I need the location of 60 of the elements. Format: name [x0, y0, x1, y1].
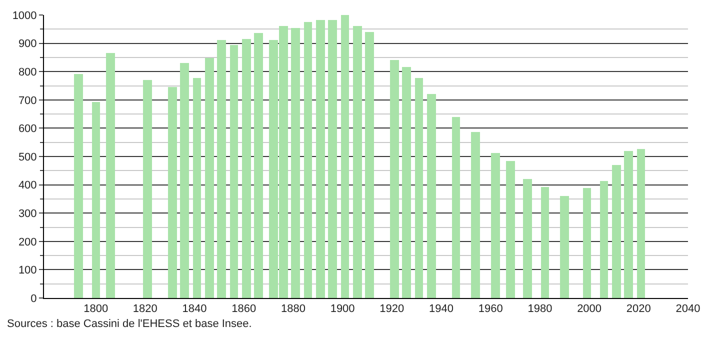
bar: [74, 74, 83, 298]
y-tick-label: 800: [18, 66, 37, 78]
bar: [402, 67, 411, 298]
x-tick-label: 1900: [330, 303, 355, 316]
bar: [254, 33, 263, 298]
bar: [583, 188, 591, 298]
bar: [600, 181, 608, 298]
y-tick-label: 200: [18, 236, 37, 248]
y-tick-label: 1000: [12, 10, 37, 22]
bar: [242, 39, 251, 298]
y-tick-label: 300: [18, 208, 37, 220]
bar: [328, 20, 337, 298]
bar: [415, 78, 423, 298]
x-tick-label: 1820: [132, 303, 158, 316]
bar: [230, 45, 238, 298]
x-tick-label: 2020: [626, 303, 651, 316]
source-note: Sources : base Cassini de l'EHESS et base Insee.: [7, 318, 252, 330]
bar: [168, 87, 177, 298]
bar: [106, 53, 115, 298]
bar: [365, 32, 374, 298]
x-tick-label: 2000: [577, 303, 602, 316]
y-tick-label: 500: [18, 151, 37, 164]
bar: [291, 28, 300, 298]
bar: [491, 153, 500, 298]
bar: [316, 20, 325, 298]
bar: [390, 60, 399, 298]
x-tick-label: 1980: [528, 303, 552, 316]
x-tick-label: 1940: [429, 303, 454, 316]
bar: [624, 151, 633, 298]
bar: [506, 161, 515, 298]
bar: [304, 22, 312, 298]
bar: [523, 179, 532, 298]
bar: [560, 196, 569, 298]
x-tick-label: 1920: [380, 303, 404, 316]
bar: [143, 80, 152, 298]
y-tick-label: 900: [18, 38, 37, 50]
bar: [92, 102, 100, 298]
bar: [180, 63, 189, 298]
y-tick-label: 0: [30, 292, 37, 305]
bar: [637, 149, 645, 298]
bar: [205, 58, 214, 298]
x-tick-label: 1860: [232, 303, 256, 316]
x-tick-label: 1960: [478, 303, 503, 316]
y-tick-label: 700: [18, 94, 37, 107]
bar: [341, 15, 349, 298]
bar: [193, 78, 201, 298]
x-tick-label: 1880: [280, 303, 306, 316]
bar: [217, 40, 226, 298]
y-tick-label: 100: [18, 264, 37, 277]
bar: [452, 117, 460, 298]
x-tick-label: 2040: [676, 303, 700, 316]
bar: [541, 187, 549, 298]
bar: [353, 26, 362, 298]
bar: [612, 165, 621, 298]
x-tick-label: 1800: [84, 303, 108, 316]
bar: [427, 94, 436, 298]
bar: [471, 132, 480, 298]
x-tick-label: 1840: [182, 303, 207, 316]
y-tick-label: 600: [18, 123, 37, 136]
y-tick-label: 400: [18, 180, 37, 192]
